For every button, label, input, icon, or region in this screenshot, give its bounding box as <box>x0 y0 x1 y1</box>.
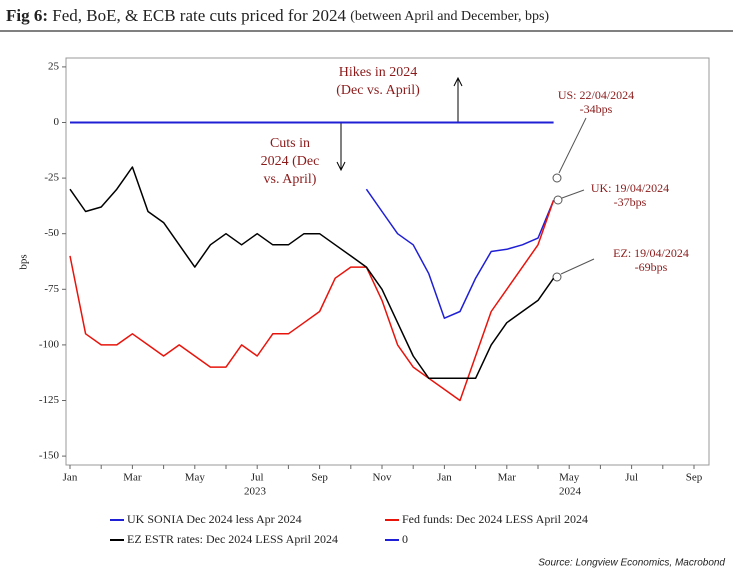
subtitle: (between April and December, bps) <box>350 9 549 24</box>
x-tick-label: May <box>185 472 206 484</box>
callout-marker <box>552 272 562 282</box>
y-tick-label: -150 <box>39 450 60 462</box>
y-tick-label: 25 <box>48 60 60 72</box>
y-tick-label: 0 <box>54 116 60 128</box>
source: Source: Longview Economics, Macrobond <box>538 558 725 569</box>
x-tick-label: Mar <box>498 472 517 484</box>
series-line <box>69 166 555 380</box>
y-tick-label: -125 <box>39 394 60 406</box>
x-tick-label: Jan <box>437 472 452 484</box>
y-tick-label: -25 <box>44 172 59 184</box>
legend-label: Fed funds: Dec 2024 LESS April 2024 <box>402 512 588 526</box>
arrow-head <box>336 161 346 172</box>
y-tick-label: -100 <box>39 338 60 350</box>
series-line <box>365 188 555 319</box>
legend-label: UK SONIA Dec 2024 less Apr 2024 <box>127 512 302 526</box>
callout-line <box>561 189 585 199</box>
callout: -37bps <box>614 195 647 209</box>
year-label: 2023 <box>244 486 267 498</box>
x-tick-label: Sep <box>686 472 703 484</box>
x-tick-label: Jul <box>251 472 264 484</box>
series-line <box>69 200 555 402</box>
annotation: Cuts in <box>270 136 310 151</box>
year-label: 2024 <box>559 486 582 498</box>
callout-line <box>558 117 587 174</box>
callout: -34bps <box>580 102 613 116</box>
annotation: vs. April) <box>264 172 317 187</box>
arrow-head <box>453 76 463 87</box>
plot-frame <box>65 57 710 466</box>
callout: EZ: 19/04/2024 <box>613 246 689 260</box>
x-tick-label: Sep <box>311 472 328 484</box>
callout-marker <box>553 195 563 205</box>
x-tick-label: Nov <box>373 472 392 484</box>
callout-line <box>560 258 595 275</box>
x-tick-label: Jul <box>625 472 638 484</box>
x-tick-label: Mar <box>123 472 142 484</box>
x-tick-label: Jan <box>63 472 78 484</box>
y-tick-label: -50 <box>44 227 59 239</box>
callout: US: 22/04/2024 <box>558 88 634 102</box>
title-text: Fed, BoE, & ECB rate cuts priced for 202… <box>52 6 346 25</box>
annotation: (Dec vs. April) <box>336 83 420 98</box>
x-tick-label: May <box>559 472 580 484</box>
legend-label: 0 <box>402 532 408 546</box>
y-tick-label: -75 <box>44 283 59 295</box>
callout-marker <box>552 173 562 183</box>
legend-label: EZ ESTR rates: Dec 2024 LESS April 2024 <box>127 532 338 546</box>
callout: -69bps <box>635 260 668 274</box>
callout: UK: 19/04/2024 <box>591 181 669 195</box>
title-prefix: Fig 6: <box>6 6 48 25</box>
chart-title: Fig 6: Fed, BoE, & ECB rate cuts priced … <box>6 6 549 25</box>
annotation: 2024 (Dec <box>261 154 320 169</box>
y-axis-label: bps <box>18 254 30 269</box>
annotation: Hikes in 2024 <box>339 65 418 80</box>
